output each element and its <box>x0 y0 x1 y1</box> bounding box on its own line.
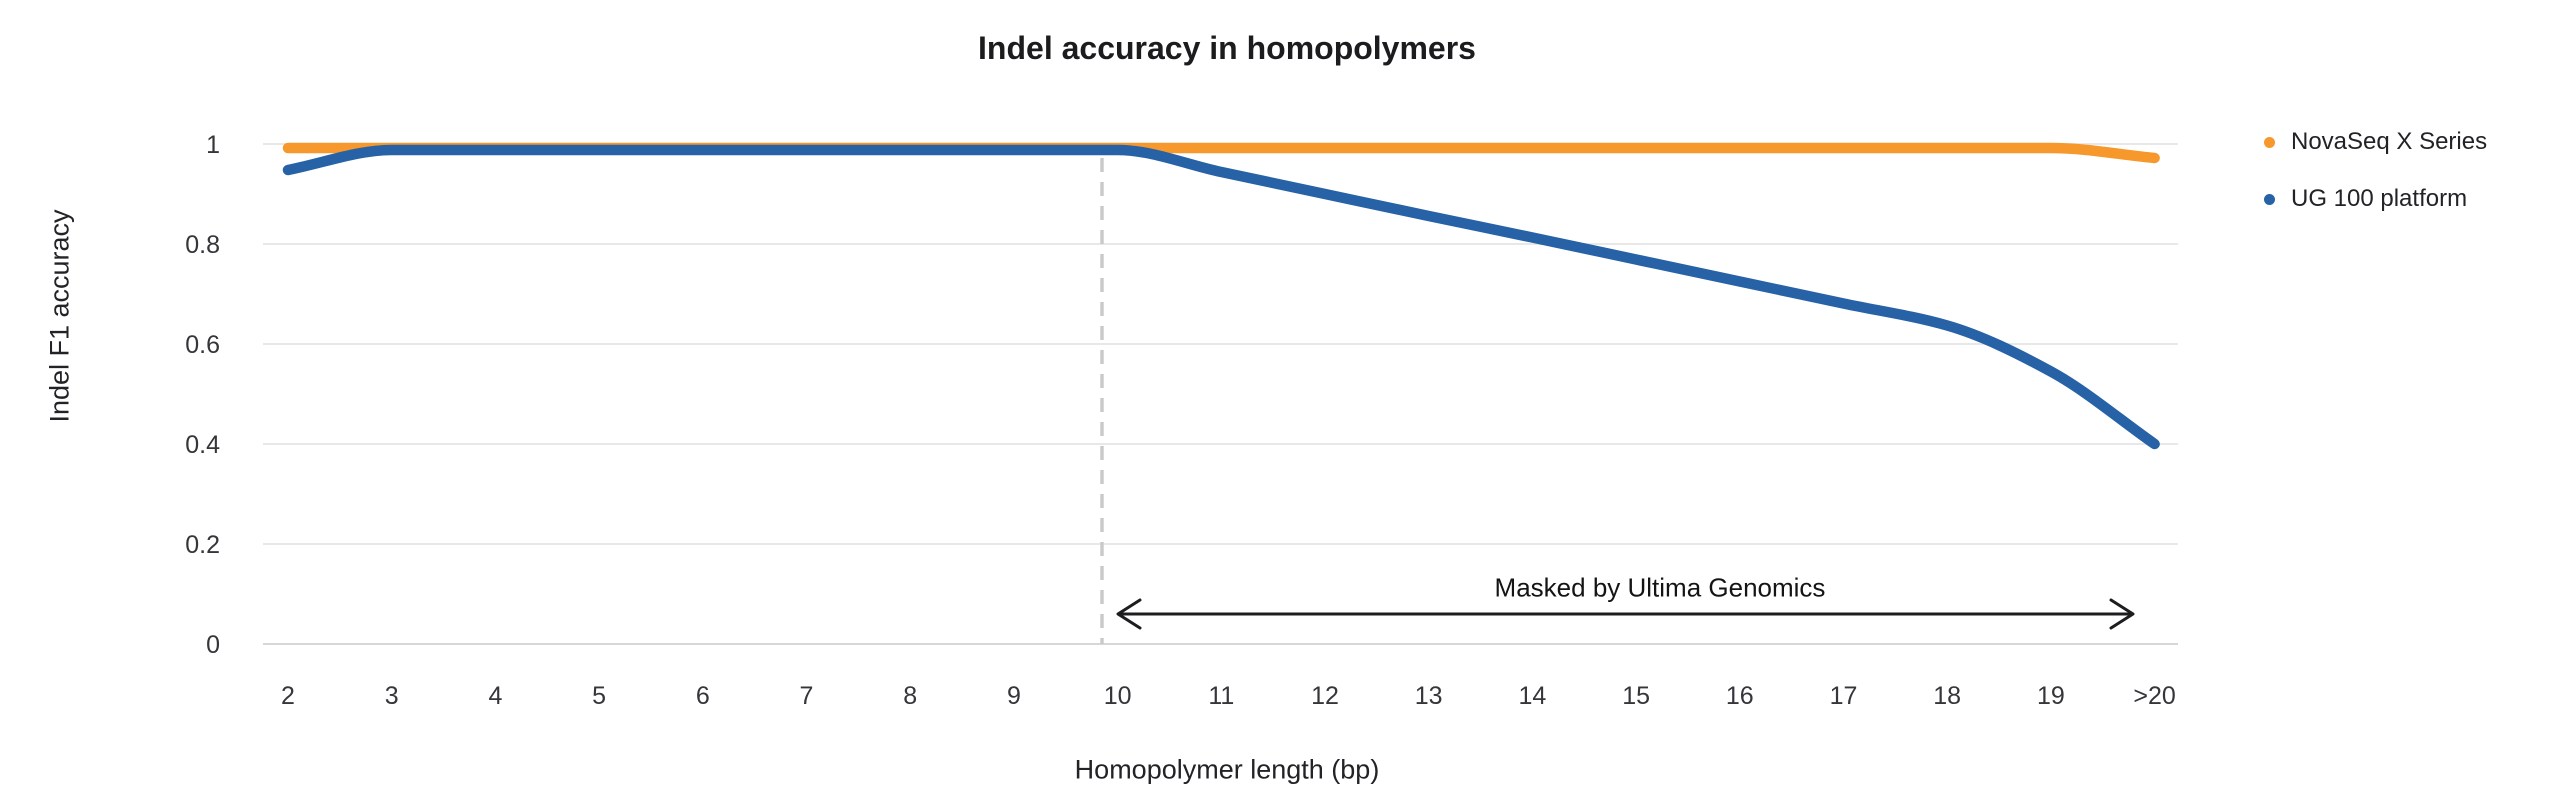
x-tick-label: >20 <box>2133 682 2175 710</box>
x-tick-label: 9 <box>1007 682 1021 710</box>
x-tick-label: 7 <box>800 682 814 710</box>
y-tick-label: 0 <box>206 631 220 659</box>
x-tick-label: 5 <box>592 682 606 710</box>
y-tick-label: 0.6 <box>185 331 220 359</box>
y-tick-label: 0.4 <box>185 431 220 459</box>
masking-arrow-right-head-icon <box>2109 598 2135 630</box>
y-tick-label: 0.2 <box>185 531 220 559</box>
legend-marker-novaseq-icon <box>2264 136 2275 148</box>
x-tick-label: 18 <box>1933 682 1961 710</box>
x-tick-label: 15 <box>1622 682 1650 710</box>
y-tick-label: 1 <box>206 131 220 159</box>
chart-title: Indel accuracy in homopolymers <box>978 30 1476 66</box>
x-tick-label: 14 <box>1518 682 1546 710</box>
x-tick-label: 6 <box>696 682 710 710</box>
legend-label-ug100: UG 100 platform <box>2291 185 2468 212</box>
legend-label-novaseq: NovaSeq X Series <box>2291 128 2488 155</box>
legend-marker-ug100-icon <box>2264 193 2275 205</box>
x-tick-label: 4 <box>488 682 502 710</box>
x-tick-label: 13 <box>1415 682 1443 710</box>
x-tick-label: 3 <box>385 682 399 710</box>
y-tick-label: 0.8 <box>185 231 220 259</box>
x-tick-label: 10 <box>1104 682 1132 710</box>
legend-item-novaseq: NovaSeq X Series <box>2264 128 2488 155</box>
masking-arrow-left-head-icon <box>1116 598 1142 630</box>
x-tick-label: 2 <box>281 682 295 710</box>
x-tick-label: 11 <box>1208 682 1234 710</box>
series-line-ug100 <box>282 144 2160 450</box>
x-tick-label: 16 <box>1726 682 1754 710</box>
masked-annotation-label: Masked by Ultima Genomics <box>1494 572 1826 603</box>
legend: NovaSeq X Series UG 100 platform <box>2264 128 2488 244</box>
x-tick-label: 8 <box>903 682 917 710</box>
legend-item-ug100: UG 100 platform <box>2264 185 2487 212</box>
x-tick-label: 19 <box>2037 682 2065 710</box>
x-tick-label: 17 <box>1830 682 1858 710</box>
x-axis-title: Homopolymer length (bp) <box>1074 754 1380 785</box>
x-tick-label: 12 <box>1311 682 1339 710</box>
